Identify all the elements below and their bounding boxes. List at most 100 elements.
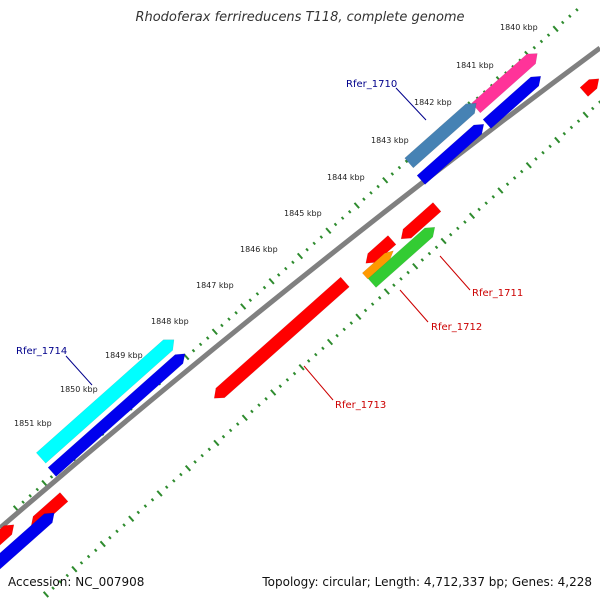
minor-tick — [285, 378, 290, 382]
gene-bar-rfer-1713 — [213, 276, 350, 399]
minor-tick — [404, 159, 409, 164]
minor-tick — [278, 384, 283, 388]
gene-bar-rfer-1712 — [361, 250, 394, 280]
minor-tick — [79, 561, 84, 565]
major-tick — [71, 565, 78, 573]
tick-label: 1843 kbp — [371, 136, 409, 145]
minor-tick — [575, 8, 579, 12]
minor-tick — [397, 165, 402, 170]
major-tick — [296, 252, 304, 260]
gene-label-leaders — [65, 87, 471, 401]
minor-tick — [505, 182, 510, 186]
minor-tick — [376, 184, 380, 189]
major-tick — [353, 202, 360, 209]
minor-tick — [434, 245, 439, 250]
minor-tick — [172, 479, 176, 483]
gene-bar-blue — [0, 512, 55, 570]
minor-tick — [539, 39, 544, 44]
minor-tick — [314, 352, 318, 357]
minor-tick — [234, 311, 238, 315]
minor-tick — [198, 342, 203, 347]
minor-tick — [122, 523, 126, 527]
minor-tick — [86, 554, 91, 559]
minor-tick — [576, 119, 581, 123]
tick-label: 1846 kbp — [240, 245, 278, 254]
minor-tick — [568, 14, 572, 18]
minor-tick — [569, 125, 574, 130]
gene-bar-rfer-1710 — [404, 102, 477, 169]
minor-tick — [207, 447, 212, 452]
minor-tick — [333, 222, 338, 227]
minor-tick — [484, 201, 488, 205]
minor-tick — [548, 144, 552, 149]
gene-bar-blue — [47, 353, 186, 477]
minor-tick — [235, 422, 240, 426]
minor-tick — [347, 210, 352, 214]
minor-tick — [562, 131, 567, 136]
minor-tick — [49, 475, 54, 479]
minor-tick — [28, 494, 32, 498]
minor-tick — [363, 308, 368, 313]
major-tick — [241, 414, 248, 422]
inner-tick-marks — [42, 100, 600, 598]
minor-tick — [427, 251, 432, 256]
minor-tick — [205, 336, 210, 340]
tick-label: 1849 kbp — [105, 351, 143, 360]
minor-tick — [370, 302, 375, 306]
minor-tick — [193, 460, 197, 464]
minor-tick — [292, 371, 297, 376]
accession-text: Accession: NC_007908 — [8, 575, 145, 589]
tick-label: 1840 kbp — [500, 23, 538, 32]
minor-tick — [377, 296, 382, 300]
minor-tick — [284, 266, 288, 271]
major-tick — [552, 25, 559, 33]
minor-tick — [200, 453, 204, 458]
gene-bar-red — [400, 202, 442, 240]
gene-label-rfer-1710: Rfer_1710 — [346, 79, 397, 90]
leader-rfer-1711 — [439, 255, 471, 291]
minor-tick — [262, 285, 267, 290]
major-tick — [42, 591, 50, 598]
minor-tick — [392, 283, 396, 287]
major-tick — [183, 353, 190, 361]
major-tick — [240, 303, 247, 310]
minor-tick — [319, 235, 324, 239]
feature-track — [0, 53, 600, 570]
minor-tick — [349, 321, 354, 325]
minor-tick — [420, 258, 425, 262]
minor-tick — [228, 428, 233, 433]
major-tick — [497, 187, 504, 194]
minor-tick — [406, 270, 410, 275]
minor-tick — [227, 317, 231, 321]
minor-tick — [136, 510, 141, 515]
minor-tick — [541, 150, 545, 155]
major-tick — [298, 363, 305, 371]
major-tick — [582, 111, 589, 119]
gene-label-rfer-1713: Rfer_1713 — [335, 400, 386, 411]
minor-tick — [255, 292, 260, 296]
major-tick — [382, 176, 389, 184]
tick-label: 1842 kbp — [414, 98, 452, 107]
major-tick — [468, 212, 476, 220]
minor-tick — [399, 277, 403, 281]
minor-tick — [390, 172, 395, 176]
tick-labels: 1840 kbp 1841 kbp 1842 kbp 1843 kbp 1844… — [14, 23, 538, 428]
gene-label-rfer-1714: Rfer_1714 — [16, 346, 67, 357]
minor-tick — [257, 403, 261, 407]
gene-labels: Rfer_1710 Rfer_1711 Rfer_1712 Rfer_1713 … — [16, 79, 523, 411]
tick-label: 1845 kbp — [284, 209, 322, 218]
minor-tick — [532, 45, 537, 50]
major-tick — [412, 262, 419, 270]
minor-tick — [21, 500, 25, 504]
major-tick — [213, 439, 220, 447]
minor-tick — [491, 195, 496, 199]
leader-rfer-1714 — [65, 355, 93, 386]
minor-tick — [65, 573, 70, 578]
gene-bar-magenta — [471, 53, 538, 114]
major-tick — [184, 464, 192, 472]
tick-label: 1851 kbp — [14, 419, 52, 428]
major-tick — [268, 277, 275, 285]
major-tick — [99, 540, 106, 548]
minor-tick — [448, 232, 453, 237]
